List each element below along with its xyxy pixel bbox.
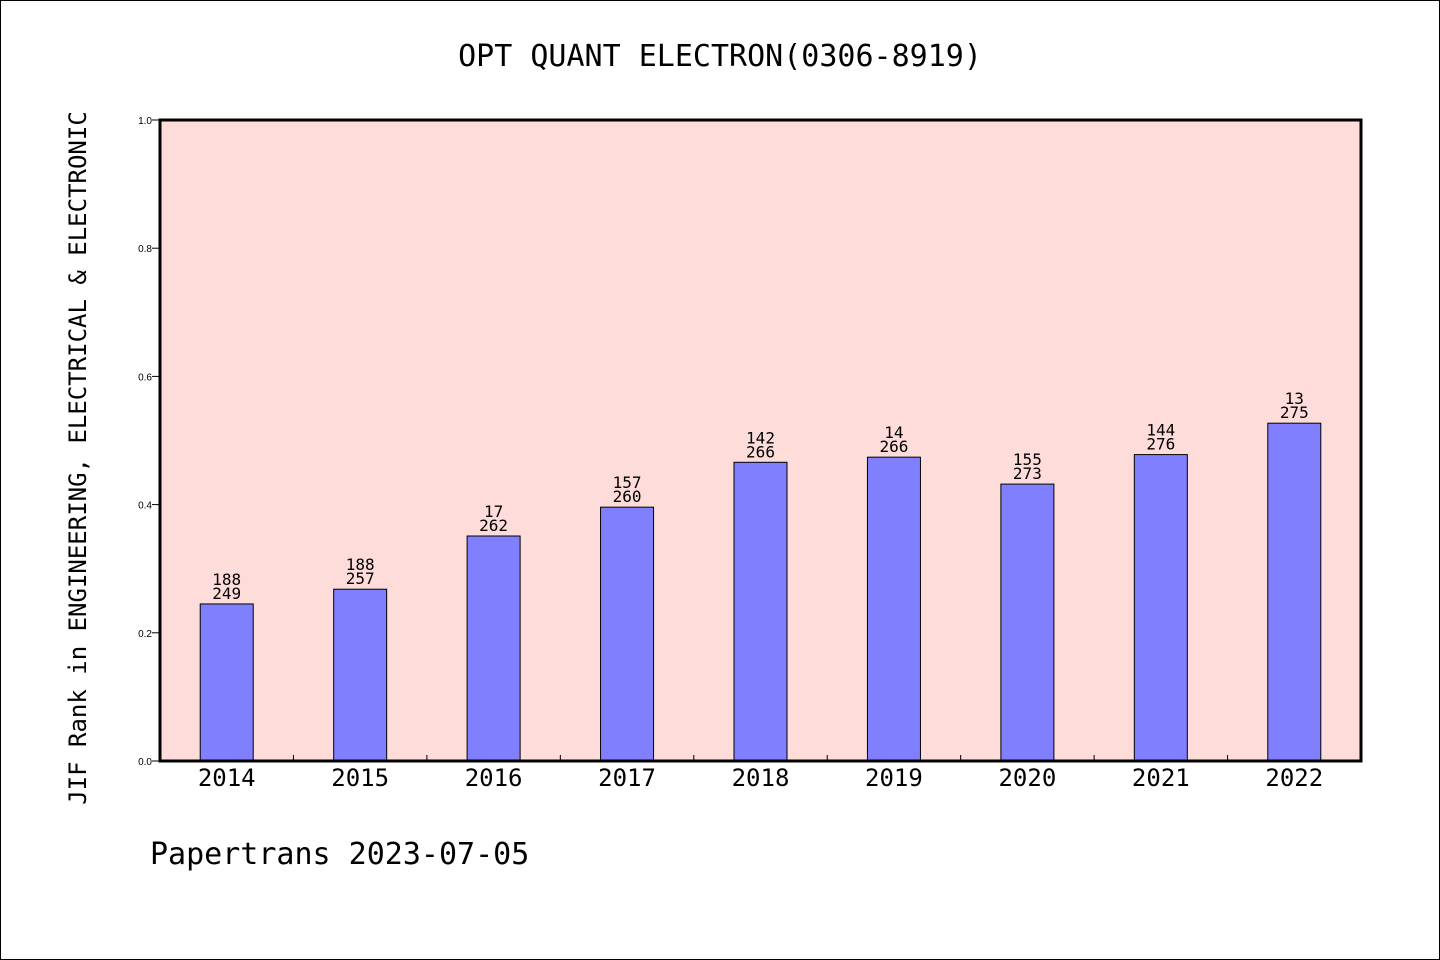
bar-rank-label: 13 [1285,389,1304,408]
bar-rank-label: 155 [1013,450,1042,469]
bar-rank-label: 157 [613,473,642,492]
bar [1267,422,1322,762]
y-axis: 0.0 0.2 0.4 0.6 0.8 1.0 [138,116,160,768]
x-tick-label: 2014 [198,764,256,792]
bar-rank-label: 14 [884,423,903,442]
bar-rank-label: 188 [346,555,375,574]
x-tick-label: 2022 [1265,764,1323,792]
y-axis-label: JIF Rank in ENGINEERING, ELECTRICAL & EL… [64,111,92,805]
bar [733,461,788,762]
bar-rank-label: 144 [1146,421,1175,440]
bar-total-label: 275 [1280,403,1309,422]
x-tick-label: 2019 [865,764,923,792]
bar [600,506,655,762]
chart-title: OPT QUANT ELECTRON(0306-8919) [458,39,982,74]
x-tick-label: 2015 [331,764,389,792]
plot-border [158,118,1363,763]
bar [333,588,388,762]
bar-rank-label: 188 [212,570,241,589]
bar [1133,454,1188,762]
x-tick-label: 2018 [732,764,790,792]
y-tick-label: 1.0 [138,116,152,127]
x-tick-label: 2017 [598,764,656,792]
bars-group: 1882491882571726215726014226614266155273… [199,389,1322,762]
bar [199,603,254,762]
bar-total-label: 257 [346,569,375,588]
x-tick-label: 2021 [1132,764,1190,792]
bar-total-label: 276 [1146,435,1175,454]
footer-label: Papertrans 2023-07-05 [150,837,529,872]
bar-total-label: 266 [879,437,908,456]
x-tick-label: 2016 [465,764,523,792]
x-axis: 2014 2015 2016 2017 2018 2019 2020 2021 2022 [198,755,1323,792]
y-tick-label: 0.0 [138,757,152,768]
bar-rank-label: 17 [484,502,503,521]
bar-total-label: 266 [746,442,775,461]
bar-total-label: 249 [212,584,241,603]
bar [866,456,921,762]
y-tick-label: 0.6 [138,372,152,383]
bar-total-label: 273 [1013,464,1042,483]
x-tick-label: 2020 [998,764,1056,792]
y-tick-label: 0.8 [138,244,152,255]
y-tick-label: 0.2 [138,629,152,640]
bar-total-label: 260 [613,487,642,506]
bar-rank-label: 142 [746,428,775,447]
y-tick-label: 0.4 [138,501,152,512]
bar-total-label: 262 [479,516,508,535]
bar [1000,483,1055,762]
bar [466,535,521,762]
